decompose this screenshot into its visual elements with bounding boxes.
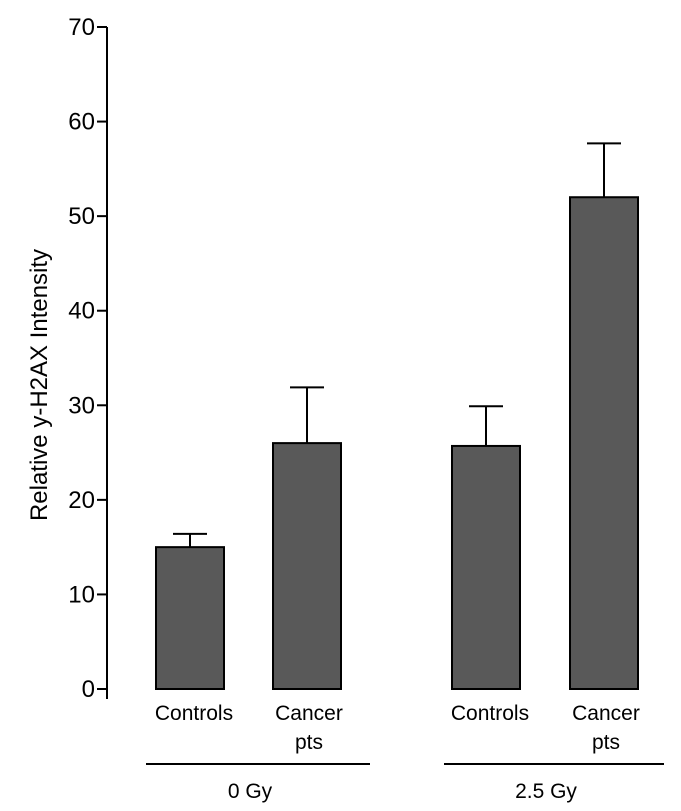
group-labels: 0 Gy 2.5 Gy	[146, 763, 664, 803]
group-label: 0 Gy	[228, 780, 273, 803]
bar	[272, 442, 342, 690]
bar	[569, 196, 639, 690]
y-axis: 0 10 20 30 40 50 60 70	[68, 14, 108, 703]
category-label: Controls	[155, 702, 233, 725]
y-axis-title: Relative y-H2AX Intensity	[26, 249, 53, 521]
x-axis-labels: Controls Cancer pts Controls Cancer pts	[155, 702, 640, 754]
category-label: Cancer	[275, 702, 343, 725]
y-tick-label: 60	[68, 109, 95, 136]
y-tick-label: 70	[68, 14, 95, 41]
category-label: pts	[295, 731, 323, 754]
bar	[451, 444, 521, 690]
category-label: Cancer	[572, 702, 640, 725]
category-label: Controls	[451, 702, 529, 725]
y-tick-label: 40	[68, 298, 95, 325]
category-label: pts	[592, 731, 620, 754]
y-tick-label: 50	[68, 203, 95, 230]
y-tick-label: 20	[68, 487, 95, 514]
y-tick-label: 0	[82, 676, 95, 703]
group-label: 2.5 Gy	[515, 780, 577, 803]
y-tick-label: 30	[68, 392, 95, 419]
bars	[155, 142, 639, 691]
bar	[155, 546, 225, 691]
y-tick-label: 10	[68, 581, 95, 608]
